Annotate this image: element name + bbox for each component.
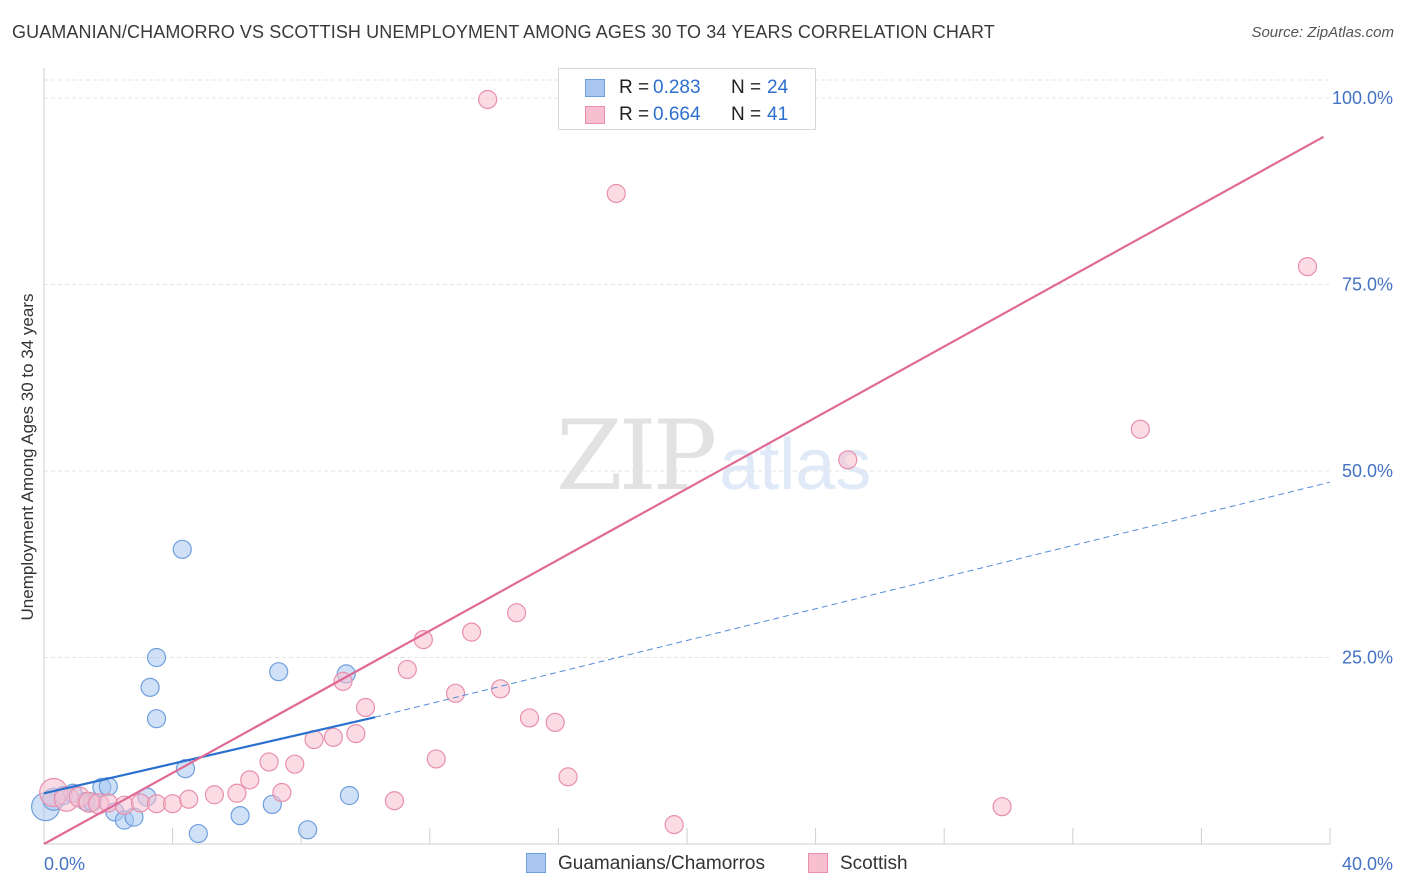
data-point-scottish [130, 793, 151, 813]
data-point-guamanian [140, 677, 160, 697]
trend-line-scottish [43, 135, 1325, 845]
r-value: 0.283 [653, 77, 701, 98]
data-point-scottish [146, 794, 167, 814]
data-point-scottish [272, 782, 292, 803]
data-point-guamanian [146, 709, 167, 729]
data-point-scottish [478, 89, 498, 110]
y-tick-label: 100.0% [1332, 88, 1393, 108]
data-point-scottish [838, 450, 858, 470]
data-point-scottish [240, 770, 260, 790]
data-point-scottish [323, 727, 343, 747]
grid-layer [44, 79, 1330, 658]
y-tick-label: 75.0% [1342, 275, 1393, 295]
x-tick-label: 40.0% [1342, 854, 1393, 874]
data-point-scottish [346, 723, 366, 744]
n-value: 24 [767, 77, 789, 98]
data-point-scottish [664, 815, 684, 835]
data-point-scottish [507, 603, 527, 623]
data-point-scottish [545, 712, 565, 733]
data-point-scottish [163, 794, 183, 814]
data-point-scottish [426, 749, 446, 769]
legend-swatch-guamanian [526, 853, 546, 873]
data-point-scottish [445, 683, 466, 703]
n-value: 41 [767, 104, 789, 125]
data-point-scottish [606, 183, 626, 204]
data-point-scottish [355, 697, 376, 718]
n-label: N = [731, 77, 762, 98]
data-point-guamanian [269, 662, 289, 682]
tick-label-layer: 25.0% 50.0% 75.0% 100.0% 0.0% 40.0% [44, 88, 1393, 874]
data-point-scottish [1130, 419, 1150, 439]
data-point-scottish [179, 789, 199, 809]
data-point-scottish [992, 797, 1012, 817]
data-point-scottish [227, 783, 247, 803]
r-label: R = [619, 104, 650, 125]
y-tick-label: 50.0% [1342, 461, 1393, 481]
chart-title: GUAMANIAN/CHAMORRO VS SCOTTISH UNEMPLOYM… [12, 22, 995, 42]
legend-swatch-guamanian [585, 79, 605, 97]
data-point-scottish [1297, 256, 1318, 277]
data-point-scottish [461, 622, 482, 642]
stats-legend: R = 0.283 N = 24 R = 0.664 N = 41 [558, 68, 816, 130]
trend-layer [43, 135, 1331, 845]
data-point-scottish [204, 785, 224, 805]
legend-label-guamanian: Guamanians/Chamorros [558, 853, 765, 874]
legend-swatch-scottish [808, 853, 828, 873]
data-point-scottish [285, 754, 305, 774]
n-label: N = [731, 104, 762, 125]
trend-line-guamanian [43, 716, 376, 795]
data-point-scottish [490, 679, 511, 699]
data-point-scottish [558, 767, 578, 787]
r-value: 0.664 [653, 104, 701, 125]
legend-label-scottish: Scottish [840, 853, 908, 874]
data-point-scottish [259, 752, 279, 772]
points-layer [31, 89, 1318, 844]
axes-layer [43, 68, 1331, 845]
legend-swatch-scottish [585, 106, 605, 124]
r-label: R = [619, 77, 650, 98]
data-point-guamanian [172, 539, 192, 559]
data-point-guamanian [339, 785, 360, 806]
data-point-scottish [519, 708, 540, 728]
data-point-scottish [384, 791, 405, 811]
x-tick-label: 0.0% [44, 854, 85, 874]
trend-extension-guamanian [375, 481, 1331, 718]
data-point-guamanian [230, 806, 250, 826]
source-label: Source: ZipAtlas.com [1251, 24, 1394, 41]
data-point-guamanian [298, 820, 318, 840]
data-point-guamanian [188, 823, 208, 844]
data-point-guamanian [146, 647, 167, 668]
data-point-scottish [397, 659, 417, 680]
y-tick-label: 25.0% [1342, 648, 1393, 668]
